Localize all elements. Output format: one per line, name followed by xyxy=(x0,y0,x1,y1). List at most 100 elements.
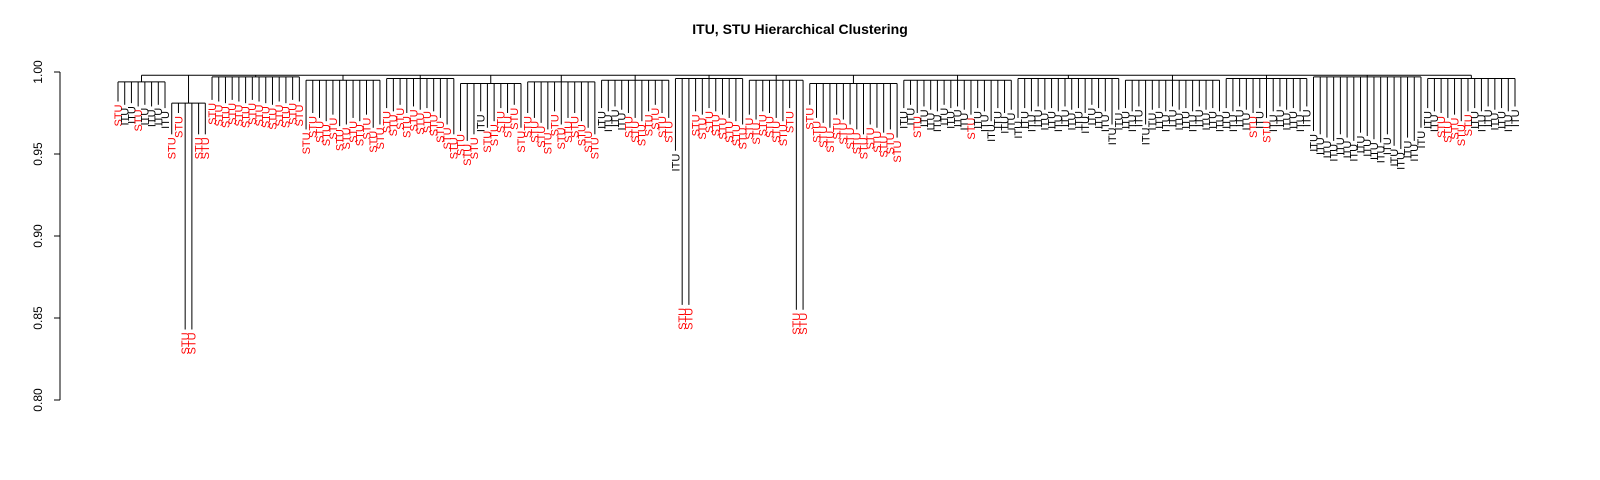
leaf-label: STU xyxy=(167,137,179,159)
leaf-label: ITU xyxy=(919,109,931,127)
leaf-label: STU xyxy=(583,131,595,153)
leaf-label: STU xyxy=(717,118,729,140)
leaf-label: ITU xyxy=(1114,113,1126,131)
leaf-label: ITU xyxy=(1073,111,1085,129)
leaf-label: STU xyxy=(308,116,320,138)
leaf-label: ITU xyxy=(1302,109,1314,127)
leaf-label: STU xyxy=(892,141,904,163)
leaf-label: STU xyxy=(657,116,669,138)
leaf-label: STU xyxy=(133,109,145,131)
leaf-label: STU xyxy=(482,131,494,153)
leaf-label: STU xyxy=(207,103,219,125)
leaf-label: ITU xyxy=(1234,109,1246,127)
leaf-label: STU xyxy=(751,123,763,145)
leaf-label: ITU xyxy=(160,111,172,129)
leaf-label: STU xyxy=(462,144,474,166)
leaf-label: STU xyxy=(247,103,259,125)
leaf-label: STU xyxy=(240,106,252,128)
leaf-label: STU xyxy=(294,104,306,126)
leaf-label: ITU xyxy=(1127,114,1139,132)
leaf-label: ITU xyxy=(603,114,615,132)
leaf-label: STU xyxy=(885,132,897,154)
leaf-label: STU xyxy=(287,103,299,125)
leaf-label: STU xyxy=(281,106,293,128)
leaf-label: STU xyxy=(113,104,125,126)
y-tick-label: 0.90 xyxy=(31,224,45,248)
leaf-label: ITU xyxy=(1208,111,1220,129)
leaf-label: STU xyxy=(227,103,239,125)
leaf-label: ITU xyxy=(1389,149,1401,167)
leaf-label: ITU xyxy=(1046,111,1058,129)
leaf-label: ITU xyxy=(1255,111,1267,129)
leaf-label: ITU xyxy=(120,108,132,126)
leaf-label: STU xyxy=(301,132,313,154)
leaf-label: ITU xyxy=(1490,113,1502,131)
leaf-label: ITU xyxy=(1402,141,1414,159)
leaf-label: ITU xyxy=(1315,137,1327,155)
leaf-label: STU xyxy=(684,308,696,330)
leaf-label: ITU xyxy=(986,124,998,142)
leaf-label: ITU xyxy=(126,106,138,124)
leaf-label: STU xyxy=(348,121,360,143)
leaf-label: STU xyxy=(267,108,279,130)
leaf-label: STU xyxy=(442,127,454,149)
leaf-label: ITU xyxy=(1026,114,1038,132)
leaf-label: ITU xyxy=(1510,109,1522,127)
leaf-label: ITU xyxy=(153,108,165,126)
y-tick-label: 0.80 xyxy=(31,388,45,412)
leaf-label: STU xyxy=(254,104,266,126)
leaf-label: STU xyxy=(314,121,326,143)
leaf-label: STU xyxy=(690,114,702,136)
leaf-label: ITU xyxy=(1288,111,1300,129)
y-tick-label: 0.95 xyxy=(31,142,45,166)
leaf-label: STU xyxy=(1449,118,1461,140)
leaf-label: ITU xyxy=(610,109,622,127)
leaf-label: STU xyxy=(798,313,810,335)
leaf-label: ITU xyxy=(1496,111,1508,129)
leaf-label: STU xyxy=(805,108,817,130)
leaf-label: ITU xyxy=(1093,111,1105,129)
leaf-label: STU xyxy=(966,118,978,140)
leaf-label: ITU xyxy=(476,114,488,132)
leaf-label: STU xyxy=(449,137,461,159)
leaf-label: ITU xyxy=(1167,109,1179,127)
leaf-label: STU xyxy=(435,121,447,143)
leaf-label: STU xyxy=(865,127,877,149)
leaf-label: STU xyxy=(1463,114,1475,136)
leaf-label: ITU xyxy=(617,113,629,131)
leaf-label: STU xyxy=(637,124,649,146)
leaf-label: STU xyxy=(1456,124,1468,146)
leaf-label: ITU xyxy=(1362,139,1374,157)
leaf-label: STU xyxy=(368,131,380,153)
leaf-label: STU xyxy=(791,313,803,335)
leaf-label: ITU xyxy=(999,116,1011,134)
leaf-label: STU xyxy=(361,118,373,140)
leaf-label: STU xyxy=(737,127,749,149)
leaf-label: ITU xyxy=(1067,113,1079,131)
leaf-label: ITU xyxy=(146,109,158,127)
leaf-label: STU xyxy=(234,104,246,126)
leaf-label: ITU xyxy=(1228,114,1240,132)
leaf-label: STU xyxy=(576,124,588,146)
leaf-label: ITU xyxy=(140,108,152,126)
y-tick-label: 1.00 xyxy=(31,60,45,84)
leaf-label: STU xyxy=(872,131,884,153)
dendrogram-branches xyxy=(117,74,1516,330)
leaf-label: ITU xyxy=(1241,113,1253,131)
leaf-label: ITU xyxy=(979,114,991,132)
leaf-label: ITU xyxy=(993,111,1005,129)
leaf-label: ITU xyxy=(1194,109,1206,127)
leaf-label: STU xyxy=(173,116,185,138)
leaf-label: ITU xyxy=(1053,114,1065,132)
leaf-label: ITU xyxy=(1033,109,1045,127)
leaf-label: ITU xyxy=(1369,142,1381,160)
leaf-label: STU xyxy=(187,332,199,354)
leaf-label: ITU xyxy=(1322,141,1334,159)
leaf-label: STU xyxy=(543,132,555,154)
leaf-label: STU xyxy=(375,127,387,149)
leaf-label: STU xyxy=(664,121,676,143)
leaf-label: ITU xyxy=(1154,111,1166,129)
leaf-label: STU xyxy=(489,124,501,146)
leaf-label: STU xyxy=(355,124,367,146)
